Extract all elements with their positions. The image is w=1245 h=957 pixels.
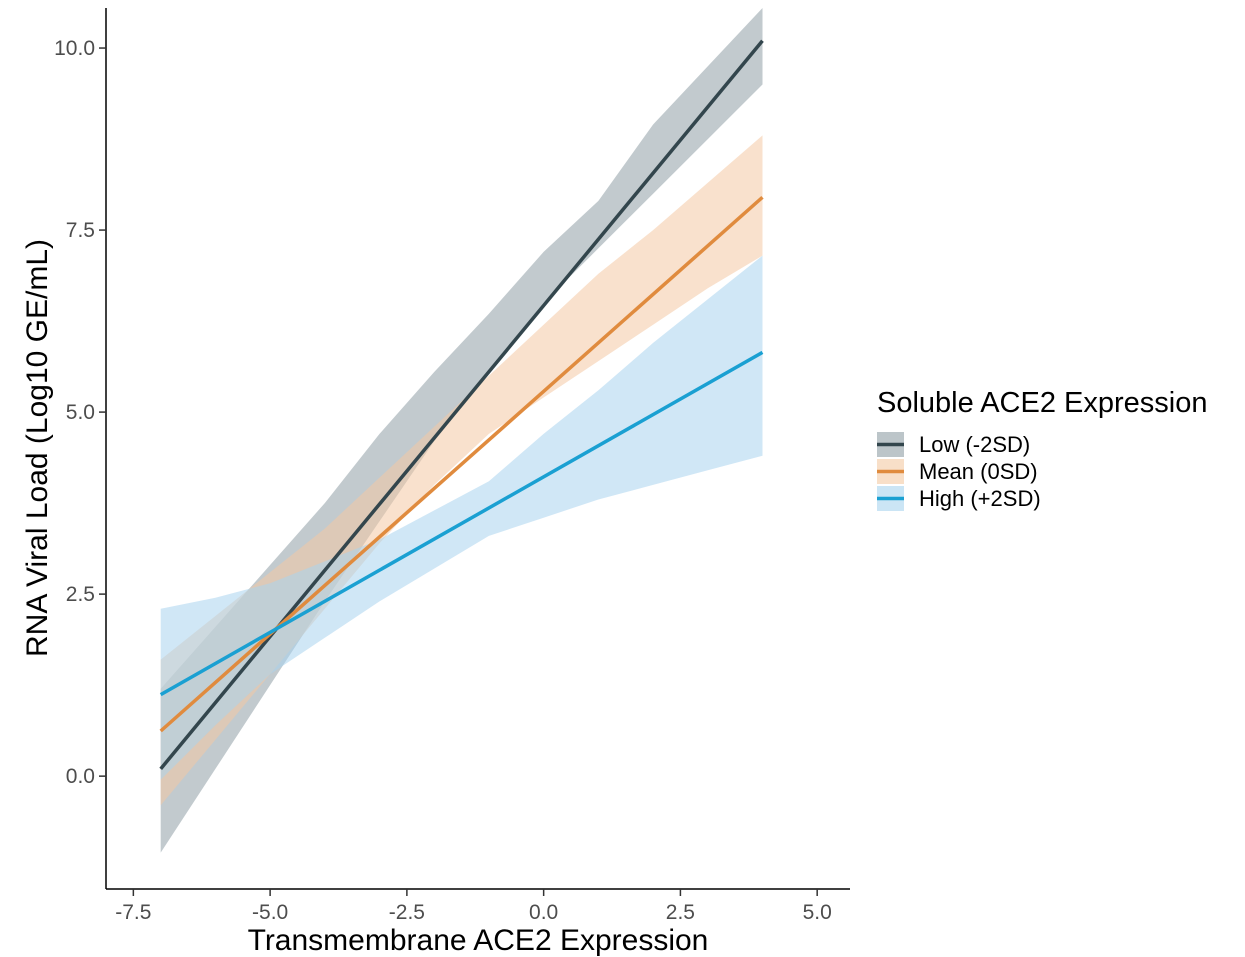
y-tick-label-2: 5.0 bbox=[66, 401, 95, 424]
y-tick-label-1: 2.5 bbox=[66, 583, 95, 606]
legend: Soluble ACE2 Expression Low (-2SD)Mean (… bbox=[877, 387, 1207, 511]
y-tick-label-0: 0.0 bbox=[66, 765, 95, 788]
legend-label-2: High (+2SD) bbox=[919, 486, 1041, 511]
y-axis-ticks: 0.0 2.5 5.0 7.5 10.0 bbox=[54, 37, 106, 788]
ci-band-0 bbox=[160, 8, 763, 853]
x-tick-label-0: -7.5 bbox=[115, 901, 151, 924]
y-tick-label-3: 7.5 bbox=[66, 219, 95, 242]
x-tick-label-5: 5.0 bbox=[803, 901, 832, 924]
y-axis-title: RNA Viral Load (Log10 GE/mL) bbox=[21, 239, 54, 657]
series-line-1 bbox=[159, 195, 764, 733]
legend-title: Soluble ACE2 Expression bbox=[877, 387, 1207, 419]
legend-label-0: Low (-2SD) bbox=[919, 432, 1030, 457]
series-line-0 bbox=[159, 39, 764, 770]
x-axis-title: Transmembrane ACE2 Expression bbox=[248, 924, 709, 957]
x-tick-label-2: -2.5 bbox=[389, 901, 425, 924]
x-tick-label-4: 2.5 bbox=[666, 901, 695, 924]
series-lines bbox=[159, 39, 764, 770]
x-tick-label-3: 0.0 bbox=[529, 901, 558, 924]
ci-band-2 bbox=[160, 255, 763, 780]
ci-band-1 bbox=[160, 135, 763, 806]
legend-label-1: Mean (0SD) bbox=[919, 459, 1038, 484]
x-tick-label-1: -5.0 bbox=[252, 901, 288, 924]
y-tick-label-4: 10.0 bbox=[54, 37, 95, 60]
confidence-bands bbox=[160, 8, 763, 853]
x-axis-ticks: -7.5 -5.0 -2.5 0.0 2.5 5.0 bbox=[115, 889, 832, 924]
series-line-2 bbox=[159, 350, 764, 697]
